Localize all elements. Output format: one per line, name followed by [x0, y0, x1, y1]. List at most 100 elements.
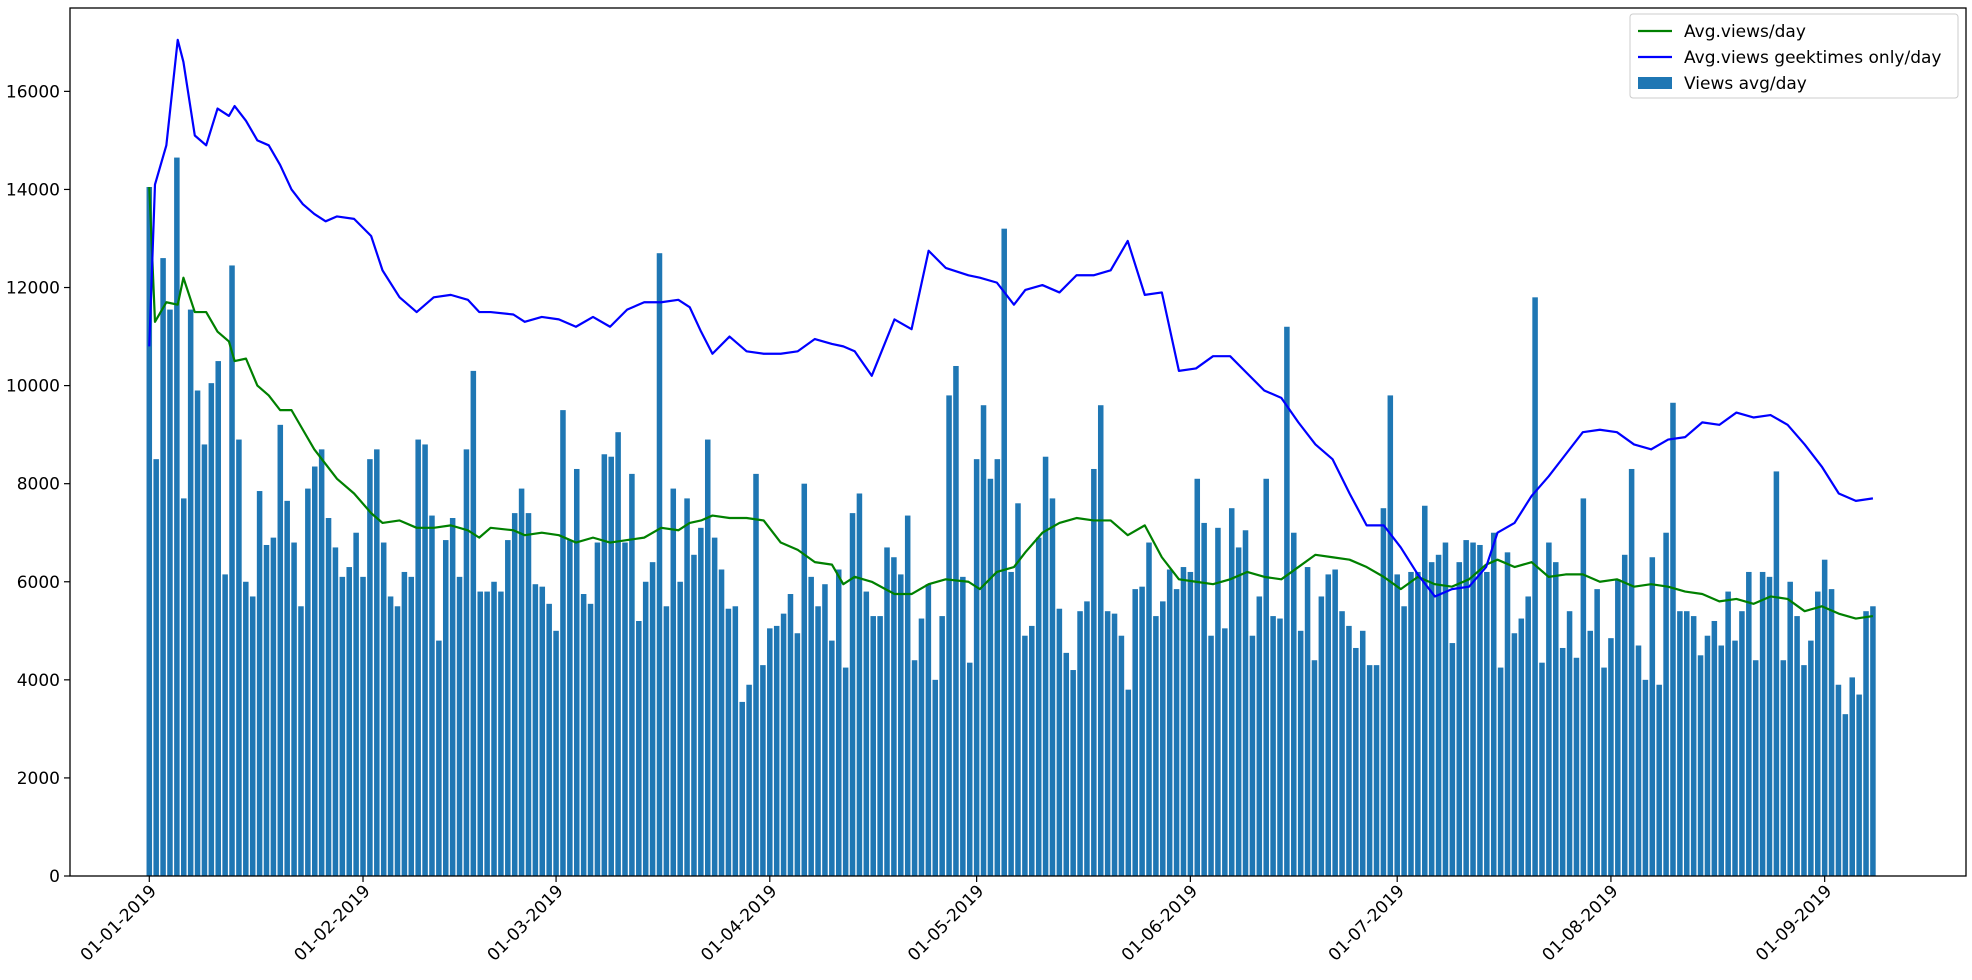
bar [477, 591, 483, 876]
bar [980, 405, 987, 876]
bar [1615, 579, 1621, 876]
bar [1318, 596, 1325, 876]
legend-item-views-bar: Views avg/day [1638, 74, 1807, 94]
bar [1449, 643, 1456, 876]
bar [525, 513, 532, 876]
x-tick-label: 01-01-2019 [77, 881, 161, 965]
legend-label: Avg.views/day [1684, 22, 1806, 42]
y-tick-label: 10000 [6, 377, 60, 397]
bar [456, 576, 463, 876]
bar [587, 603, 594, 876]
legend-label: Avg.views geektimes only/day [1684, 48, 1941, 68]
bar [1711, 620, 1718, 876]
bar [1601, 667, 1607, 876]
bar [1463, 540, 1469, 876]
bar [1125, 689, 1132, 876]
bar [1553, 562, 1559, 876]
bar [794, 633, 801, 876]
bar [1849, 677, 1855, 876]
bar [760, 665, 766, 876]
bar [1842, 714, 1849, 876]
bar [194, 390, 201, 876]
bar [1504, 552, 1511, 876]
bar [1746, 571, 1752, 876]
bar [1277, 618, 1283, 876]
bar [1173, 589, 1180, 876]
bar [263, 544, 270, 876]
bar [608, 456, 614, 876]
bar [1415, 571, 1421, 876]
bar [822, 584, 828, 876]
bar [1111, 613, 1118, 876]
bar [1628, 468, 1635, 876]
bar [615, 432, 621, 876]
bar [318, 449, 325, 876]
bar [1401, 606, 1407, 876]
bar [1118, 635, 1125, 876]
bar [498, 591, 504, 876]
bar [704, 439, 711, 876]
bar [1139, 586, 1145, 876]
bar [539, 586, 546, 876]
y-tick-label: 0 [49, 867, 60, 887]
bar [884, 547, 890, 876]
bar [1739, 611, 1745, 876]
bar [429, 515, 435, 876]
y-tick-label: 14000 [6, 180, 60, 200]
bar [1104, 611, 1111, 876]
bar [1732, 640, 1738, 876]
bars-layer [146, 157, 1876, 877]
bar [208, 383, 215, 876]
bar [449, 518, 456, 876]
bar [1077, 611, 1083, 876]
bar [1394, 574, 1400, 876]
bar [1366, 665, 1373, 876]
bar [1642, 679, 1649, 876]
bar [1663, 532, 1669, 876]
bar [1808, 640, 1814, 876]
lines-layer [148, 38, 1874, 620]
bar [677, 581, 683, 876]
bar [518, 488, 525, 876]
bar [1422, 505, 1428, 876]
bar [146, 186, 153, 877]
bar [835, 569, 842, 876]
bar [573, 468, 580, 876]
bar [994, 459, 1001, 876]
x-tick-label: 01-04-2019 [697, 881, 781, 965]
bar [484, 591, 490, 876]
bar [925, 584, 932, 876]
bar [946, 395, 952, 876]
bar [1249, 635, 1256, 876]
bar [1704, 635, 1711, 876]
bar [856, 493, 863, 876]
bar [360, 576, 366, 876]
bar [353, 532, 359, 876]
x-tick-label: 01-03-2019 [484, 881, 568, 965]
y-tick-label: 4000 [17, 671, 60, 691]
bar [284, 500, 290, 876]
bar [160, 258, 166, 877]
bar [1821, 559, 1828, 876]
bar [394, 606, 401, 876]
bar [1766, 576, 1773, 876]
bar [1001, 228, 1007, 876]
bar [622, 542, 628, 876]
bar [684, 498, 690, 876]
bar [1208, 635, 1214, 876]
y-tick-label: 8000 [17, 475, 60, 495]
bar [1697, 655, 1704, 876]
bar [1304, 567, 1311, 876]
bar [229, 265, 235, 877]
bar [291, 542, 297, 876]
bar [1146, 542, 1152, 876]
bar [1670, 402, 1676, 876]
legend-swatch [1638, 77, 1672, 89]
bar [1690, 616, 1697, 876]
bar [1587, 630, 1594, 876]
bar [801, 483, 808, 876]
bar [1056, 608, 1063, 876]
bar [1787, 581, 1793, 876]
bar [904, 515, 911, 876]
